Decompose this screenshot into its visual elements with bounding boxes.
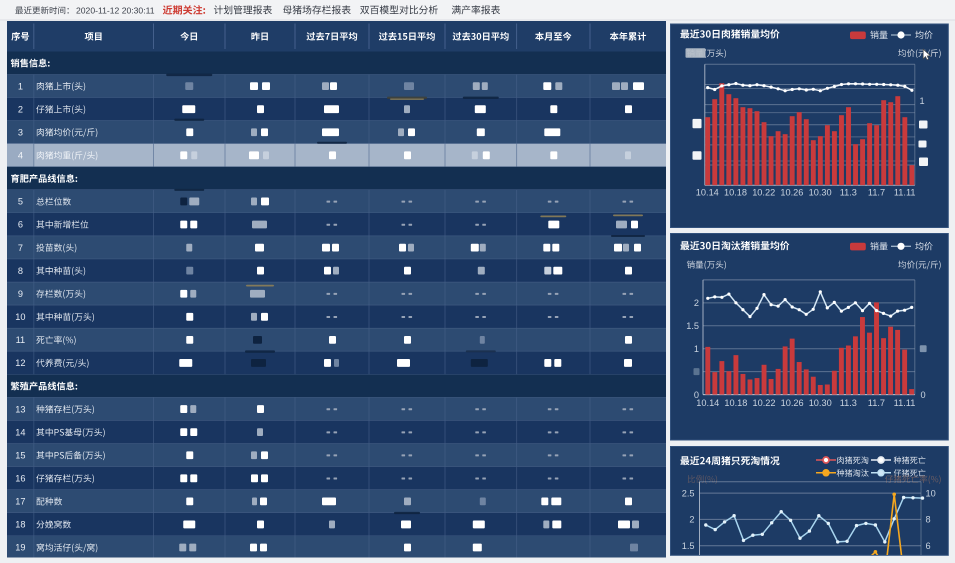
svg-text:1.5: 1.5 <box>686 321 699 331</box>
svg-text:9: 9 <box>18 289 23 299</box>
svg-text:19: 19 <box>15 543 25 553</box>
svg-text:1: 1 <box>18 81 23 91</box>
svg-text:1: 1 <box>694 344 699 354</box>
svg-text:10.14: 10.14 <box>696 398 719 408</box>
svg-text:10.26: 10.26 <box>780 187 803 197</box>
svg-text:3: 3 <box>18 127 23 137</box>
svg-text:10: 10 <box>926 488 936 498</box>
svg-text:10.30: 10.30 <box>809 398 832 408</box>
svg-text:11.7: 11.7 <box>868 187 885 197</box>
svg-text:8: 8 <box>18 266 23 276</box>
svg-text:16: 16 <box>15 474 25 484</box>
svg-text:11.11: 11.11 <box>894 398 916 408</box>
svg-text:11.3: 11.3 <box>840 187 857 197</box>
svg-text:0: 0 <box>921 390 926 400</box>
svg-text:1: 1 <box>920 96 925 106</box>
svg-text:5: 5 <box>18 197 23 207</box>
svg-text:6: 6 <box>926 541 931 551</box>
svg-text:2.5: 2.5 <box>682 488 695 498</box>
svg-text:2: 2 <box>694 298 699 308</box>
svg-text:15: 15 <box>15 450 25 460</box>
svg-text:1.5: 1.5 <box>682 541 695 551</box>
svg-text:2: 2 <box>18 104 23 114</box>
svg-text:10.18: 10.18 <box>724 398 747 408</box>
svg-text:11.7: 11.7 <box>868 398 885 408</box>
svg-text:18: 18 <box>15 520 25 530</box>
svg-text:10.30: 10.30 <box>809 187 832 197</box>
svg-text:12: 12 <box>15 358 25 368</box>
svg-text:2020-11-12 20:30:11: 2020-11-12 20:30:11 <box>76 5 155 15</box>
svg-text:0: 0 <box>694 390 699 400</box>
svg-text:10.18: 10.18 <box>724 187 747 197</box>
svg-text:11.3: 11.3 <box>840 398 857 408</box>
svg-text:8: 8 <box>926 515 931 525</box>
svg-text:7: 7 <box>18 243 23 253</box>
svg-text:13: 13 <box>15 404 25 414</box>
svg-text:10.22: 10.22 <box>752 187 775 197</box>
svg-text:4: 4 <box>18 151 23 161</box>
svg-text:11.11: 11.11 <box>894 187 916 197</box>
svg-text:17: 17 <box>15 497 25 507</box>
svg-text:10: 10 <box>15 312 25 322</box>
svg-text:10.26: 10.26 <box>781 398 804 408</box>
svg-text:11: 11 <box>16 335 26 345</box>
svg-text:6: 6 <box>18 220 23 230</box>
svg-text:2: 2 <box>689 515 694 525</box>
svg-text:10.22: 10.22 <box>753 398 776 408</box>
svg-text:10.14: 10.14 <box>696 187 719 197</box>
svg-text:14: 14 <box>15 427 25 437</box>
